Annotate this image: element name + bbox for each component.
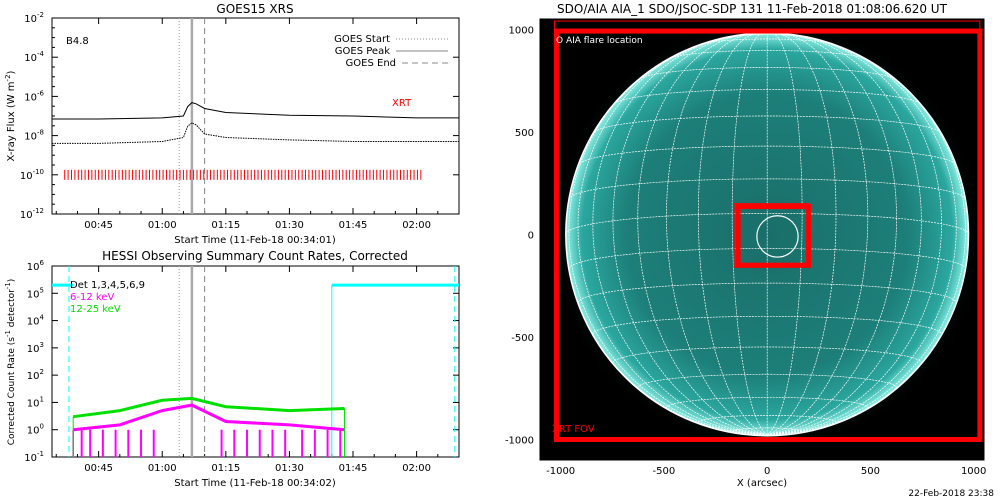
aia-xrt-fov-partial	[735, 204, 811, 268]
hessi-y-tick-label: 105	[27, 286, 44, 300]
goes-panel: GOES15 XRS B4.8 GOES Start GOES Peak GOE…	[4, 2, 460, 246]
aia-x-tick-label: 500	[861, 466, 880, 477]
aia-y-axis: 1000 500 0 -500 -1000	[505, 25, 546, 446]
hessi-y-axis: 106 105 104 103 102 101 100 10-1	[24, 259, 459, 464]
aia-y-tick-label: -1000	[505, 435, 534, 446]
goes-x-tick-label: 01:15	[211, 220, 240, 231]
goes-legend-peak: GOES Peak	[335, 46, 390, 57]
hessi-legend-6-12: 6-12 keV	[70, 292, 114, 303]
goes-x-tick-label: 01:45	[339, 220, 368, 231]
hessi-y-tick-label: 104	[27, 314, 45, 328]
hessi-series-12-25kev	[73, 396, 345, 419]
aia-flare-location-circle	[756, 215, 799, 258]
hessi-event-markers	[178, 266, 206, 457]
goes-xrt-label: XRT	[392, 98, 412, 109]
aia-x-tick-label: 1000	[961, 466, 986, 477]
hessi-title: HESSI Observing Summary Count Rates, Cor…	[102, 249, 408, 263]
hessi-legend-12-25: 12-25 keV	[70, 304, 121, 315]
hessi-legend: Det 1,3,4,5,6,9 6-12 keV 12-25 keV	[70, 280, 145, 315]
goes-series	[52, 102, 459, 144]
hessi-panel: HESSI Observing Summary Count Rates, Cor…	[4, 249, 460, 489]
goes-y-tick-label: 10-10	[20, 168, 44, 182]
aia-x-axis: -1000 -500 0 500 1000	[546, 454, 986, 477]
hessi-x-tick-label: 01:15	[211, 463, 240, 474]
aia-xrt-fov-boxes	[553, 20, 983, 442]
aia-y-tick-label: 1000	[509, 25, 534, 36]
aia-x-tick-label: -500	[653, 466, 676, 477]
hessi-y-tick-label: 102	[27, 368, 44, 382]
hessi-y-tick-label: 103	[27, 341, 44, 355]
aia-grid-longitude-line	[767, 33, 869, 435]
aia-grid-longitude-line	[697, 33, 768, 435]
aia-solar-disk	[565, 33, 969, 436]
aia-y-tick-label: 500	[515, 128, 534, 139]
aia-grid-longitude-line	[767, 33, 837, 435]
aia-title: SDO/AIA AIA_1 SDO/JSOC-SDP 131 11-Feb-20…	[557, 2, 948, 16]
hessi-plot-frame	[51, 265, 460, 458]
aia-flare-legend: O AIA flare location	[556, 36, 643, 46]
hessi-legend-det: Det 1,3,4,5,6,9	[70, 280, 145, 291]
goes-legend-start: GOES Start	[334, 34, 390, 45]
aia-grid-longitude-line	[565, 33, 768, 435]
goes-series-short	[52, 122, 459, 144]
hessi-x-tick-label: 01:45	[339, 463, 368, 474]
goes-x-tick-label: 02:00	[402, 220, 431, 231]
goes-class-label: B4.8	[66, 36, 89, 47]
aia-x-label: X (arcsec)	[737, 478, 787, 489]
aia-heliographic-grid	[565, 33, 969, 435]
footer-timestamp: 22-Feb-2018 23:38	[908, 489, 994, 499]
aia-grid-longitude-line	[767, 33, 922, 435]
aia-grid-longitude-line	[731, 33, 768, 435]
hessi-y-label: Corrected Count Rate (s-1 detector-1)	[4, 279, 17, 446]
goes-y-tick-label: 10-4	[24, 50, 44, 64]
goes-y-tick-label: 10-8	[24, 129, 44, 143]
hessi-y-tick-label: 100	[27, 423, 44, 437]
hessi-x-tick-label: 01:00	[148, 463, 177, 474]
aia-grid-longitude-line	[592, 33, 768, 435]
hessi-x-tick-label: 01:30	[275, 463, 304, 474]
aia-xrt-fov-full	[553, 28, 983, 442]
hessi-y-tick-label: 10-1	[24, 450, 44, 464]
goes-x-tick-label: 00:45	[84, 220, 113, 231]
goes-xrt-coverage	[64, 169, 422, 180]
goes-title: GOES15 XRS	[216, 2, 293, 16]
goes-y-tick-label: 10-2	[24, 11, 44, 25]
aia-panel: SDO/AIA AIA_1 SDO/JSOC-SDP 131 11-Feb-20…	[505, 2, 986, 489]
goes-legend: GOES Start GOES Peak GOES End	[334, 34, 448, 69]
aia-grid-latitude-line	[637, 67, 897, 82]
aia-grid-longitude-line	[766, 33, 803, 435]
aia-x-tick-label: 0	[764, 466, 770, 477]
goes-event-markers	[178, 18, 206, 214]
goes-x-label: Start Time (11-Feb-18 00:34:01)	[174, 235, 336, 246]
aia-fov-label: XRT FOV	[552, 424, 595, 435]
goes-y-axis: 10-2 10-4 10-6 10-8 10-10 10-12	[20, 11, 459, 221]
aia-grid-longitude-line	[767, 33, 942, 435]
hessi-series-6-12kev	[73, 403, 345, 432]
hessi-y-tick-label: 101	[27, 395, 44, 409]
goes-y-tick-label: 10-6	[24, 89, 44, 103]
aia-x-tick-label: -1000	[546, 466, 575, 477]
goes-x-tick-label: 01:00	[148, 220, 177, 231]
goes-legend-end: GOES End	[346, 58, 396, 69]
aia-plot-frame	[539, 18, 985, 461]
goes-x-axis: 00:45 01:00 01:15 01:30 01:45 02:00	[55, 18, 439, 231]
aia-y-tick-label: 0	[528, 230, 534, 241]
aia-grid-longitude-line	[666, 33, 768, 435]
hessi-y-tick-label: 106	[27, 259, 45, 273]
goes-series-long	[52, 102, 459, 120]
hessi-x-tick-label: 00:45	[84, 463, 113, 474]
aia-grid-longitude-line	[612, 33, 768, 435]
aia-y-tick-label: -500	[511, 333, 534, 344]
goes-x-tick-label: 01:30	[275, 220, 304, 231]
goes-y-tick-label: 10-12	[20, 207, 44, 221]
goes-plot-frame	[51, 17, 460, 215]
hessi-x-tick-label: 02:00	[402, 463, 431, 474]
hessi-series	[52, 266, 459, 457]
hessi-x-label: Start Time (11-Feb-18 00:34:02)	[174, 478, 336, 489]
goes-y-label: X-ray Flux (W m-2)	[4, 70, 17, 161]
